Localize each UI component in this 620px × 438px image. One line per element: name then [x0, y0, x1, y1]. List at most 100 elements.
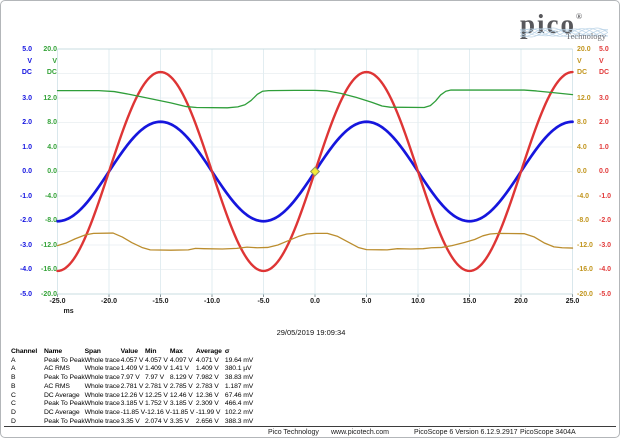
y-axis-label-B[interactable]: -3.0 — [599, 241, 612, 249]
table-cell: DC Average — [44, 408, 80, 416]
y-axis-label-D[interactable]: -12.0 — [577, 241, 593, 249]
y-axis-label-D[interactable]: -8.0 — [577, 217, 590, 224]
y-axis-label-C[interactable]: 0.0 — [47, 168, 57, 175]
y-axis-label-B[interactable]: 2.0 — [599, 119, 609, 126]
table-header-cell: Value — [120, 348, 138, 355]
x-axis-label: -25.0 — [49, 298, 66, 305]
y-axis-label-C[interactable]: 12.0 — [43, 94, 57, 102]
y-axis-label-D[interactable]: -16.0 — [577, 266, 593, 273]
table-cell: B — [11, 382, 16, 390]
table-cell: 38.83 mV — [224, 374, 254, 382]
y-axis-label-A[interactable]: -3.0 — [19, 241, 32, 249]
y-axis-label-B[interactable]: 5.0 — [599, 45, 609, 53]
y-axis-label-D[interactable]: -4.0 — [577, 192, 590, 200]
y-axis-label-A[interactable]: V — [27, 57, 32, 65]
trace-channel-C[interactable] — [56, 89, 574, 109]
y-axis-label-D[interactable]: 8.0 — [577, 119, 587, 126]
x-axis-label: 5.0 — [361, 298, 372, 305]
table-cell: 12.26 V — [120, 391, 144, 399]
table-cell: -11.99 V — [195, 408, 221, 416]
y-axis-label-D[interactable]: 12.0 — [577, 94, 591, 102]
table-cell: AC RMS — [44, 382, 70, 390]
report-timestamp: 29/05/2019 19:09:34 — [276, 328, 346, 337]
y-axis-label-C[interactable]: -20.0 — [41, 290, 57, 298]
x-axis-label: 20.0 — [514, 298, 528, 305]
trace-channel-D[interactable] — [56, 232, 574, 251]
table-header-cell: Channel — [11, 348, 38, 355]
y-axis-label-A[interactable]: 5.0 — [22, 45, 32, 53]
table-row: A AC RMS Whole trace 1.409 V 1.409 V 1.41 V 1.… — [11, 365, 270, 374]
table-cell: B — [11, 374, 16, 382]
measurements-table: Channel Name Span Value Min Max Average σ A Peak … — [11, 348, 270, 426]
table-cell: 2.781 V — [145, 382, 168, 390]
table-cell: D — [11, 408, 16, 416]
table-cell: 1.752 V — [145, 400, 168, 408]
y-axis-label-D[interactable]: 4.0 — [577, 143, 587, 151]
x-axis-label: -20.0 — [101, 298, 117, 305]
y-axis-label-A[interactable]: -5.0 — [19, 290, 32, 298]
y-axis-label-B[interactable]: 3.0 — [599, 94, 609, 102]
y-axis-label-C[interactable]: 4.0 — [47, 143, 57, 151]
y-axis-label-D[interactable]: -20.0 — [577, 290, 593, 298]
table-cell: 12.36 V — [195, 391, 219, 399]
y-axis-label-D[interactable]: V — [577, 57, 582, 65]
waveform-chart[interactable] — [1, 1, 620, 323]
y-axis-label-B[interactable]: V — [599, 57, 604, 65]
table-cell: Whole trace — [84, 374, 120, 382]
table-header-cell: Max — [169, 348, 183, 355]
y-axis-label-D[interactable]: DC — [577, 68, 588, 76]
y-axis-label-C[interactable]: -16.0 — [41, 266, 57, 273]
y-axis-label-B[interactable]: -1.0 — [599, 192, 612, 200]
table-cell: 1.409 V — [120, 365, 144, 373]
y-axis-label-A[interactable]: -4.0 — [19, 266, 32, 273]
y-axis-label-A[interactable]: 2.0 — [22, 119, 32, 126]
table-cell: 7.97 V — [120, 374, 140, 382]
y-axis-label-C[interactable]: -12.0 — [41, 241, 57, 249]
table-cell: 2.781 V — [120, 382, 144, 390]
y-axis-label-A[interactable]: -2.0 — [19, 217, 32, 224]
table-cell: Whole trace — [84, 408, 120, 416]
y-axis-label-C[interactable]: -8.0 — [44, 217, 57, 224]
table-cell: 19.64 mV — [224, 356, 254, 364]
table-cell: 12.25 V — [145, 391, 168, 399]
table-cell: 1.409 V — [145, 365, 168, 373]
y-axis-label-D[interactable]: 20.0 — [577, 45, 591, 53]
table-cell: 388.3 mV — [224, 417, 254, 425]
x-axis-label: -5.0 — [257, 298, 270, 305]
table-header-cell: σ — [224, 348, 230, 355]
y-axis-label-B[interactable]: 1.0 — [599, 143, 609, 151]
y-axis-label-C[interactable]: V — [52, 57, 57, 65]
table-cell: Peak To Peak — [44, 417, 85, 425]
table-cell: 4.057 V — [145, 356, 168, 364]
table-cell: AC RMS — [44, 365, 70, 373]
table-cell: 7.97 V — [145, 374, 165, 382]
y-axis-label-B[interactable]: -4.0 — [599, 266, 612, 273]
y-axis-label-B[interactable]: -5.0 — [599, 290, 612, 298]
table-header-cell: Min — [145, 348, 157, 355]
table-cell: Whole trace — [84, 417, 120, 425]
table-cell: D — [11, 417, 16, 425]
table-cell: 2.074 V — [145, 417, 168, 425]
y-axis-label-A[interactable]: DC — [21, 68, 32, 76]
y-axis-label-C[interactable]: 20.0 — [43, 45, 57, 53]
logo-wave-line — [520, 29, 608, 36]
trigger-marker-diamond[interactable] — [309, 166, 321, 177]
y-axis-label-B[interactable]: DC — [599, 68, 610, 76]
y-axis-label-D[interactable]: 0.0 — [577, 168, 587, 175]
y-axis-label-A[interactable]: 1.0 — [22, 143, 32, 151]
table-cell: -11.85 V — [120, 408, 146, 416]
status-device: PicoScope 3404A — [520, 429, 576, 436]
table-cell: Peak To Peak — [44, 356, 85, 364]
logo-subtitle: Technology — [565, 31, 606, 41]
y-axis-label-C[interactable]: DC — [46, 68, 57, 76]
table-cell: Whole trace — [84, 391, 120, 399]
y-axis-label-A[interactable]: 3.0 — [22, 94, 32, 102]
x-axis-label: 0.0 — [310, 298, 320, 305]
y-axis-label-C[interactable]: 8.0 — [47, 119, 57, 126]
y-axis-label-B[interactable]: 0.0 — [599, 168, 609, 175]
y-axis-label-B[interactable]: -2.0 — [599, 217, 612, 224]
y-axis-label-A[interactable]: 0.0 — [22, 168, 32, 175]
y-axis-label-A[interactable]: -1.0 — [19, 192, 32, 200]
y-axis-label-C[interactable]: -4.0 — [44, 192, 57, 200]
